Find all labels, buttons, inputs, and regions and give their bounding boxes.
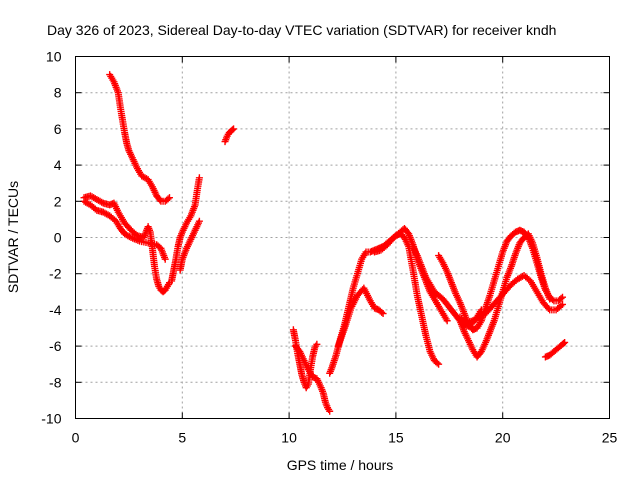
data-point (559, 293, 567, 301)
x-tick-label: 20 (495, 430, 511, 446)
y-tick-label: 2 (54, 193, 62, 209)
y-tick-label: 10 (46, 49, 62, 65)
series-arc-8 (292, 342, 334, 415)
data-point (195, 174, 203, 182)
series-arc-4 (168, 174, 203, 285)
x-tick-label: 10 (281, 430, 297, 446)
y-tick-label: 6 (54, 121, 62, 137)
data-point (433, 359, 441, 367)
ticks-layer: 0 5 10 15 20 25 -10 -8 -6 -4 -2 0 2 4 6 8 10 (41, 49, 617, 446)
chart-title: Day 326 of 2023, Sidereal Day-to-day VTE… (47, 22, 556, 38)
data-point (164, 195, 172, 203)
series-arc-6 (221, 125, 238, 146)
data-point (195, 217, 203, 225)
y-tick-label: -4 (49, 302, 62, 318)
grid-layer (75, 56, 610, 419)
data-point (546, 295, 554, 303)
y-tick-label: -6 (49, 338, 62, 354)
data-point (561, 338, 569, 346)
data-point (557, 302, 565, 310)
x-axis-title: GPS time / hours (287, 457, 394, 473)
series-arc-1 (106, 71, 173, 205)
data-point (559, 300, 567, 308)
y-tick-label: 0 (54, 230, 62, 246)
data-point (165, 194, 173, 202)
data-point (326, 407, 334, 415)
x-tick-label: 0 (72, 430, 80, 446)
y-tick-label: -8 (49, 374, 62, 390)
series-arc-14 (456, 272, 567, 327)
y-tick-label: 4 (54, 157, 62, 173)
x-tick-label: 25 (602, 430, 618, 446)
data-point (125, 233, 133, 241)
y-tick-label: 8 (54, 85, 62, 101)
data-point (313, 340, 321, 348)
marks-layer (80, 71, 569, 415)
data-point (98, 198, 106, 206)
data-point (557, 294, 565, 302)
y-tick-label: -2 (49, 266, 62, 282)
series-arc-5 (176, 217, 203, 274)
data-point (230, 125, 238, 133)
data-point (379, 310, 387, 318)
series-arc-16 (541, 338, 569, 361)
data-point (228, 126, 236, 134)
series-arc-9 (326, 230, 443, 377)
x-tick-label: 5 (178, 430, 186, 446)
series-arc-3 (80, 192, 173, 296)
y-tick-label: -10 (41, 411, 61, 427)
data-point (544, 304, 552, 312)
data-point (443, 317, 451, 325)
series-arc-15 (456, 230, 554, 361)
series-arc-10 (334, 284, 387, 350)
data-point (435, 360, 443, 368)
y-axis-title: SDTVAR / TECUs (5, 181, 21, 293)
data-point (161, 255, 169, 263)
data-point (560, 339, 568, 347)
data-point (156, 196, 164, 204)
x-tick-label: 15 (388, 430, 404, 446)
data-point (378, 308, 386, 316)
